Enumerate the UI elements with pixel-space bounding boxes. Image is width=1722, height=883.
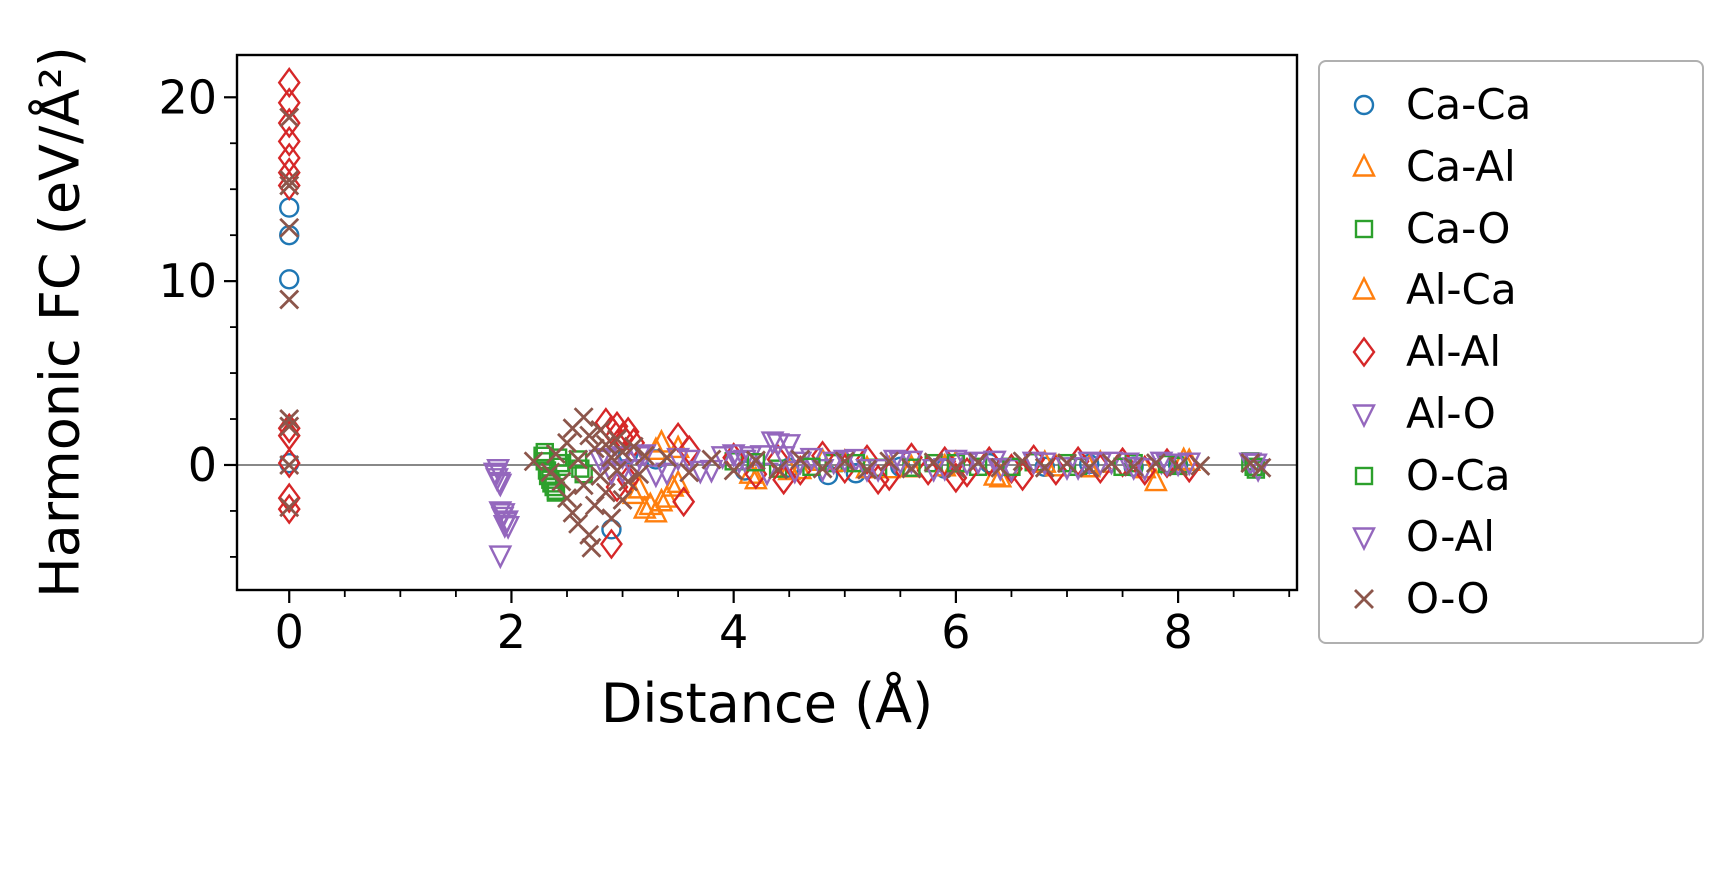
legend-item-Al-O: Al-O (1342, 385, 1680, 443)
legend-label: O-Al (1406, 512, 1495, 562)
legend-marker-triangle-up-icon (1352, 276, 1376, 300)
series-Al-Al (277, 67, 1201, 560)
legend-marker-circle-icon (1353, 94, 1375, 116)
legend-label: Ca-O (1406, 203, 1511, 253)
legend-label: O-Ca (1406, 450, 1511, 500)
plot-border (235, 53, 1299, 592)
y-tick-label: 20 (158, 70, 217, 124)
legend-label: O-O (1406, 574, 1490, 623)
series-Ca-Ca (279, 197, 1189, 540)
legend-item-O-Al: O-Al (1342, 508, 1680, 566)
legend-label: Al-Ca (1406, 265, 1517, 315)
series-O-Al (483, 433, 1268, 539)
y-tick-label: 0 (188, 438, 217, 492)
legend-item-Al-Ca: Al-Ca (1342, 261, 1680, 319)
legend-marker-triangle-down-icon (1352, 527, 1376, 552)
series-O-O (279, 107, 1272, 558)
x-tick-label: 4 (719, 605, 748, 659)
legend-item-O-Ca: O-Ca (1342, 447, 1680, 505)
y-axis-label: Harmonic FC (eV/Å²) (28, 46, 92, 598)
legend-label: Ca-Ca (1406, 80, 1532, 129)
legend-marker-square-icon (1354, 219, 1374, 238)
x-axis-minor-ticks (343, 590, 1291, 597)
x-tick-label: 2 (497, 605, 526, 659)
y-axis-minor-ticks (230, 142, 237, 558)
y-axis-ticks: 0 10 20 (158, 70, 237, 492)
legend-marker-diamond-icon (1352, 336, 1376, 368)
legend: Ca-Ca Ca-Al Ca-O Al-Ca Al-Al Al-O O-Ca O-Al O-O (1318, 60, 1704, 644)
legend-marker-triangle-down-icon (1352, 404, 1376, 428)
x-tick-label: 0 (275, 605, 304, 659)
x-axis-ticks: 0 2 4 6 8 (275, 590, 1193, 659)
x-tick-label: 6 (941, 605, 970, 659)
x-axis-label: Distance (Å) (600, 672, 934, 735)
legend-label: Al-Al (1406, 327, 1502, 376)
legend-label: Ca-Al (1406, 141, 1516, 191)
legend-item-Ca-Ca: Ca-Ca (1342, 76, 1680, 134)
legend-item-O-O: O-O (1342, 570, 1680, 628)
legend-item-Ca-Al: Ca-Al (1342, 138, 1680, 196)
legend-item-Ca-O: Ca-O (1342, 200, 1680, 258)
y-tick-label: 10 (158, 254, 217, 308)
legend-marker-x-icon (1354, 589, 1374, 609)
legend-item-Al-Al: Al-Al (1342, 323, 1680, 381)
x-tick-label: 8 (1163, 605, 1192, 659)
legend-marker-triangle-up-icon (1352, 152, 1376, 177)
legend-marker-square-icon (1354, 466, 1374, 485)
legend-label: Al-O (1406, 388, 1496, 438)
